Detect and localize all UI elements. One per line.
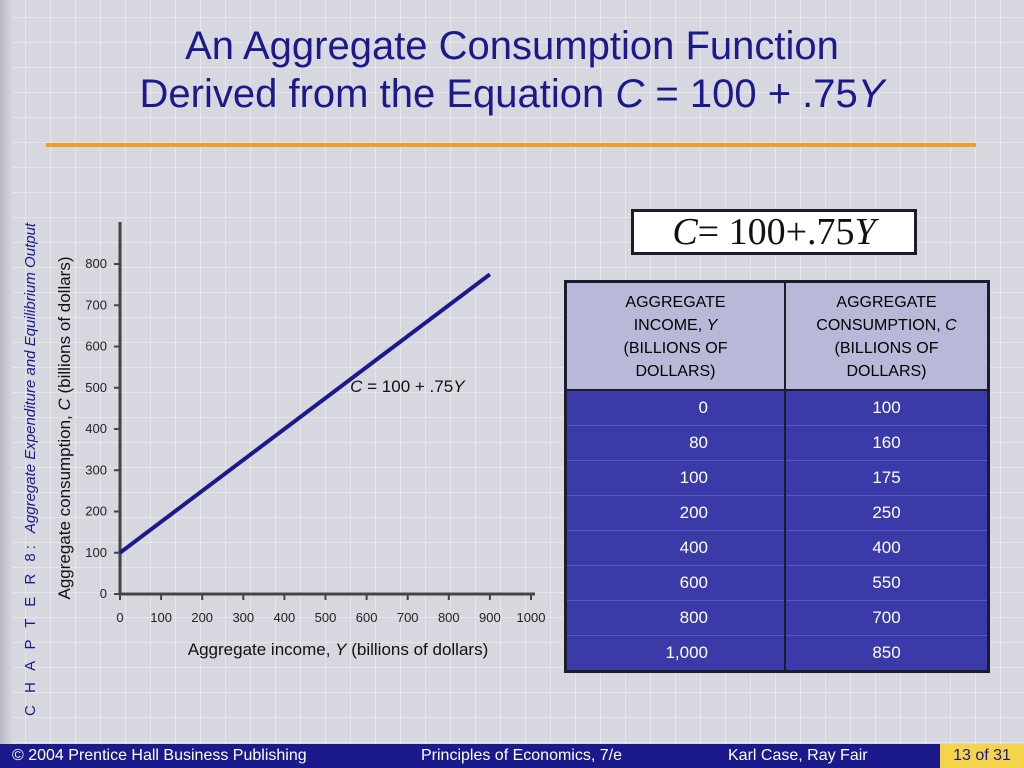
consumption-cell: 550 xyxy=(785,565,987,601)
footer-copyright: © 2004 Prentice Hall Business Publishing xyxy=(12,747,307,764)
col-header-consumption-l1: AGGREGATE xyxy=(836,294,937,311)
col-header-consumption-l4: DOLLARS) xyxy=(846,363,927,380)
title-line-2: Derived from the Equation C = 100 + .75Y xyxy=(40,70,984,118)
x-axis-label-part: Aggregate income, xyxy=(188,640,335,659)
formula-var-y: Y xyxy=(854,211,876,253)
table-row: 1,000 850 xyxy=(567,635,987,670)
consumption-cell: 850 xyxy=(785,635,987,670)
x-axis-label-part: (billions of dollars) xyxy=(347,640,489,659)
x-tick-label: 200 xyxy=(191,610,213,625)
title-underline xyxy=(46,143,976,147)
x-tick-label: 100 xyxy=(150,610,172,625)
consumption-cell: 400 xyxy=(785,530,987,566)
slide-title: An Aggregate Consumption Function Derive… xyxy=(40,22,984,118)
y-tick-label: 100 xyxy=(85,545,107,560)
consumption-cell: 250 xyxy=(785,495,987,531)
table-header-row: AGGREGATE INCOME, Y (BILLIONS OF DOLLARS… xyxy=(567,283,987,391)
x-tick-label: 800 xyxy=(438,610,460,625)
col-header-income-l1: AGGREGATE xyxy=(625,294,726,311)
col-header-consumption-var: C xyxy=(945,317,957,334)
table-row: 600 550 xyxy=(567,565,987,601)
x-tick-label: 0 xyxy=(116,610,123,625)
consumption-cell: 700 xyxy=(785,600,987,636)
title-line-2-text: Derived from the Equation xyxy=(139,72,616,116)
income-cell: 100 xyxy=(567,460,786,496)
income-cell: 600 xyxy=(567,565,786,601)
x-tick-label: 900 xyxy=(479,610,501,625)
consumption-cell: 175 xyxy=(785,460,987,496)
line-annotation: C = 100 + .75Y xyxy=(350,377,466,396)
col-header-income-l4: DOLLARS) xyxy=(635,363,716,380)
income-cell: 400 xyxy=(567,530,786,566)
annotation-part: = 100 + .75 xyxy=(362,377,453,396)
table-row: 200 250 xyxy=(567,495,987,531)
col-header-income-l2: INCOME, xyxy=(633,317,707,334)
title-equation: = 100 + .75 xyxy=(644,72,858,116)
consumption-chart: 0 100 200 300 400 500 600 700 800 900 1000 0 100 200 3… xyxy=(55,222,546,659)
y-tick-label: 500 xyxy=(85,380,107,395)
table-row: 400 400 xyxy=(567,530,987,566)
y-axis-label-part: Aggregate consumption, xyxy=(55,411,74,600)
formula-var-c: C xyxy=(672,211,698,253)
annotation-part: C xyxy=(350,377,363,396)
table-row: 0 100 xyxy=(567,389,987,426)
consumption-cell: 100 xyxy=(785,389,987,426)
x-tick-label: 300 xyxy=(232,610,254,625)
x-axis-label-part: Y xyxy=(335,640,348,659)
footer-authors: Karl Case, Ray Fair xyxy=(728,747,868,764)
col-header-consumption-l2: CONSUMPTION, xyxy=(816,317,946,334)
x-tick-label: 700 xyxy=(397,610,419,625)
page-number: 13 of 31 xyxy=(940,744,1024,768)
title-var-y: Y xyxy=(857,72,885,116)
annotation-part: Y xyxy=(453,377,466,396)
y-tick-label: 600 xyxy=(85,339,107,354)
col-header-income-var: Y xyxy=(706,317,718,334)
footer-bar: © 2004 Prentice Hall Business Publishing… xyxy=(0,744,1024,768)
income-cell: 0 xyxy=(567,389,786,426)
y-axis-label: Aggregate consumption, C (billions of do… xyxy=(55,256,74,599)
income-cell: 800 xyxy=(567,600,786,636)
formula-body: = 100+.75 xyxy=(697,211,855,253)
y-tick-label: 200 xyxy=(85,504,107,519)
col-header-income: AGGREGATE INCOME, Y (BILLIONS OF DOLLARS… xyxy=(567,283,786,391)
x-tick-label: 1000 xyxy=(517,610,546,625)
col-header-income-l3: (BILLIONS OF xyxy=(623,340,728,357)
data-table: AGGREGATE INCOME, Y (BILLIONS OF DOLLARS… xyxy=(564,280,990,673)
table-row: 800 700 xyxy=(567,600,987,636)
y-tick-label: 400 xyxy=(85,421,107,436)
consumption-cell: 160 xyxy=(785,425,987,461)
y-axis-label-part: C xyxy=(55,398,74,411)
consumption-function-line xyxy=(118,272,492,555)
income-cell: 80 xyxy=(567,425,786,461)
income-cell: 200 xyxy=(567,495,786,531)
footer-book: Principles of Economics, 7/e xyxy=(421,747,622,764)
table-row: 80 160 xyxy=(567,425,987,461)
y-tick-label: 300 xyxy=(85,462,107,477)
y-tick-label: 700 xyxy=(85,297,107,312)
x-tick-label: 600 xyxy=(356,610,378,625)
y-axis-label-part: (billions of dollars) xyxy=(55,256,74,398)
title-var-c: C xyxy=(615,72,645,116)
col-header-consumption-l3: (BILLIONS OF xyxy=(834,340,939,357)
left-decor-strip xyxy=(0,0,12,744)
income-cell: 1,000 xyxy=(567,635,786,670)
table-row: 100 175 xyxy=(567,460,987,496)
x-tick-label: 500 xyxy=(315,610,337,625)
x-tick-label: 400 xyxy=(274,610,296,625)
col-header-consumption: AGGREGATE CONSUMPTION, C (BILLIONS OF DO… xyxy=(785,283,987,391)
y-tick-label: 0 xyxy=(100,586,107,601)
formula-box: C = 100+.75 Y xyxy=(631,209,917,255)
title-line-1: An Aggregate Consumption Function xyxy=(185,24,839,68)
y-tick-label: 800 xyxy=(85,256,107,271)
x-axis-label: Aggregate income, Y (billions of dollars… xyxy=(188,640,489,659)
